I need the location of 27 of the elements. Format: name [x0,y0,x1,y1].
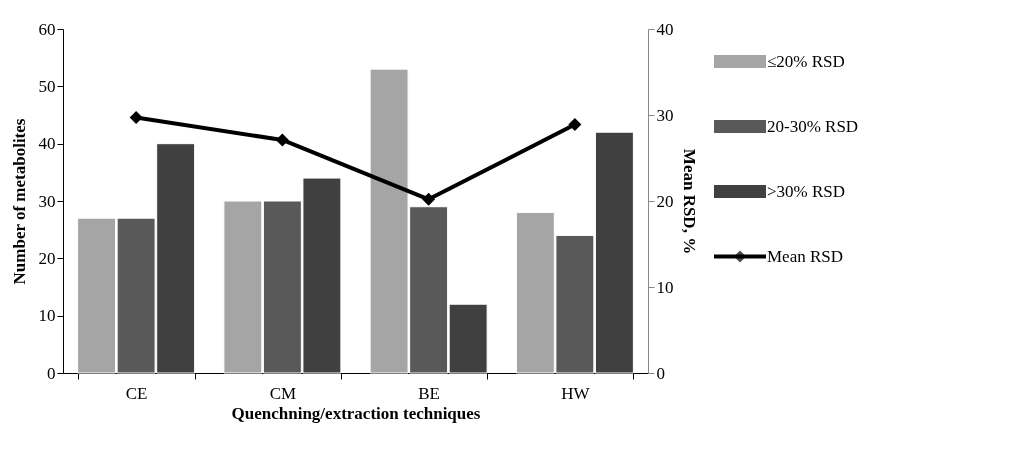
y-tick-label: 10 [38,306,56,326]
x-tick-label: CM [269,383,297,403]
y2-tick-label: 20 [656,191,674,211]
y-tick-label: 20 [38,248,56,268]
x-tick-label: HW [561,383,591,403]
point [568,117,582,131]
y-axis-title: Number of metabolites [9,118,29,285]
y2-tick-label: 30 [656,105,674,125]
legend-label: >30% RSD [767,181,846,201]
y-tick-label: 50 [38,76,56,96]
point [422,192,436,206]
y-tick-label: 30 [38,191,56,211]
y-tick-label: 60 [38,19,56,39]
y2-axis-title: Mean RSD, % [679,148,699,255]
y2-tick-label: 0 [656,363,665,383]
y2-tick-label: 10 [656,277,674,297]
legend-label: ≤20% RSD [767,51,845,71]
x-tick-label: BE [418,383,440,403]
y2-tick-label: 40 [656,19,674,39]
legend-label: Mean RSD [767,246,844,266]
legend-label: 20-30% RSD [767,116,859,136]
x-tick-label: CE [125,383,148,403]
y-tick-label: 0 [47,363,56,383]
x-axis-title: Quenchning/extraction techniques [231,403,481,423]
point [129,111,143,125]
point [275,133,289,147]
y-tick-label: 40 [38,134,56,154]
